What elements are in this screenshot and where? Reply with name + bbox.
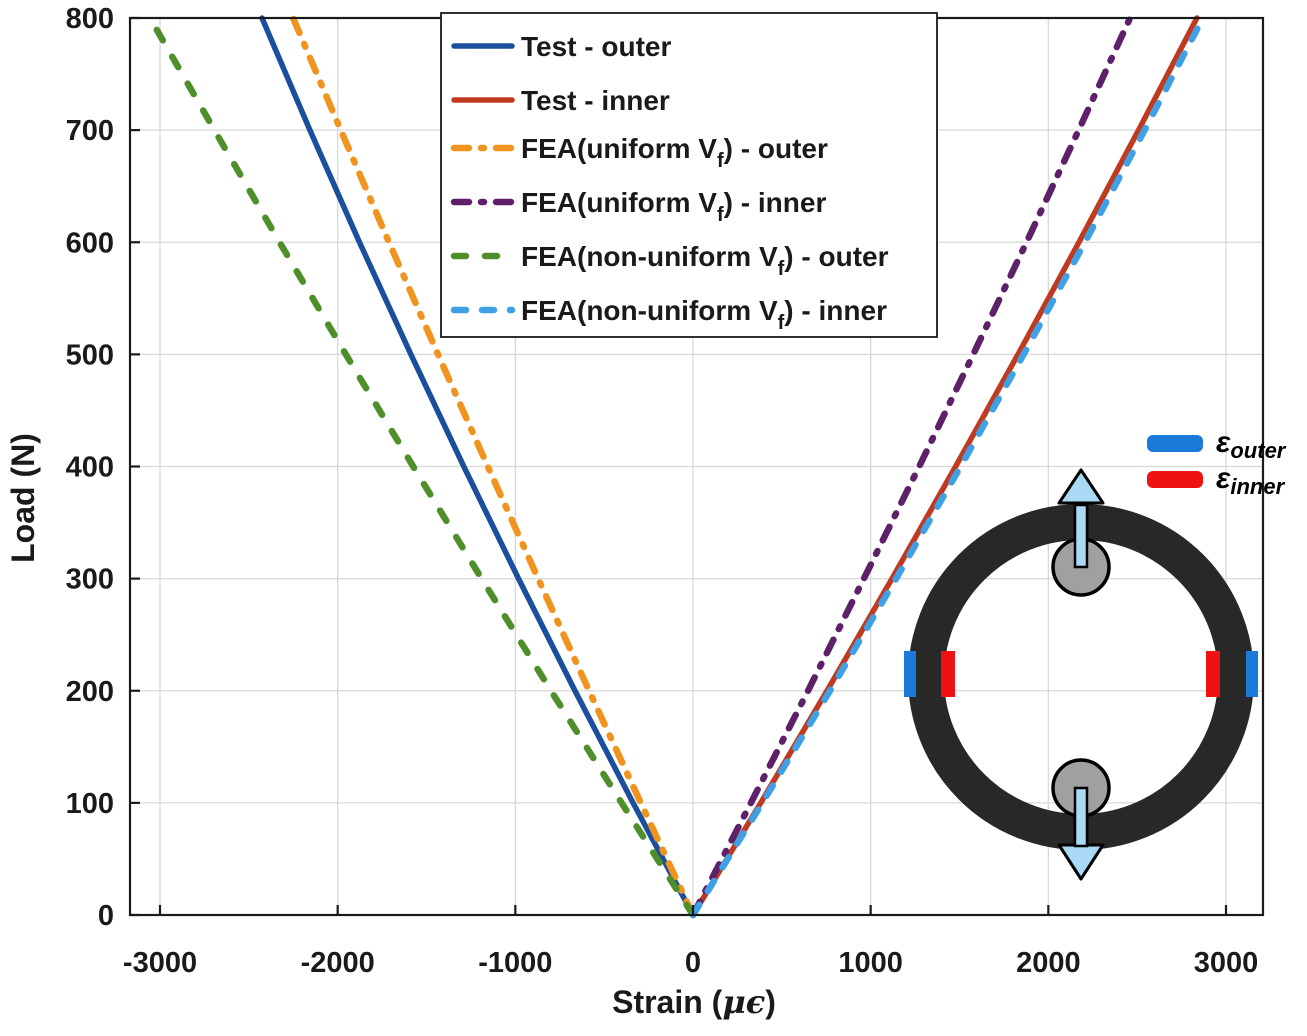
- x-tick-label: 3000: [1194, 947, 1259, 979]
- y-tick-label: 200: [66, 676, 114, 708]
- y-tick-label: 600: [66, 227, 114, 259]
- series-line-test-outer: [259, 15, 696, 918]
- top-load-arrow-shaft-overlay: [1073, 503, 1089, 569]
- legend-label-part: f: [778, 312, 785, 334]
- x-axis-label: Strain (μϵ): [612, 983, 776, 1021]
- y-axis-label: Load (N): [5, 433, 41, 563]
- legend-label-part: ) - outer: [784, 241, 888, 272]
- legend-label-part: Test - outer: [521, 31, 671, 62]
- tick-labels: -3000 -2000 -1000 0 1000 2000 3000 0 100 200 300 40…: [66, 3, 1259, 979]
- inset-legend-label: εinner: [1216, 462, 1286, 499]
- legend-label: FEA(non-uniform Vf) - inner: [521, 295, 887, 334]
- x-axis-label-part: Strain (: [612, 984, 723, 1020]
- y-tick-label: 0: [98, 900, 114, 932]
- gauge-right-inner: [1206, 651, 1220, 697]
- legend-label-part: Test - inner: [521, 85, 670, 116]
- inset-legend-label-part: inner: [1230, 474, 1285, 499]
- x-tick-label: -3000: [123, 947, 197, 979]
- legend-label: FEA(uniform Vf) - inner: [521, 187, 826, 226]
- x-axis-label-part: μϵ: [722, 983, 765, 1021]
- gauge-right-outer: [1246, 651, 1258, 697]
- x-axis-label-part: ): [765, 984, 776, 1020]
- legend-label-part: FEA(non-uniform V: [521, 241, 778, 272]
- legend-label-part: FEA(uniform V: [521, 187, 717, 218]
- legend-box: [440, 12, 938, 338]
- x-tick-label: -1000: [478, 947, 552, 979]
- bottom-load-arrow-shaft-overlay: [1073, 786, 1089, 848]
- bottom-load-arrow-head: [1057, 843, 1105, 881]
- series-line-fea-uniform-vf-inner: [689, 14, 1134, 919]
- series-line-fea-uniform-vf-outer: [289, 14, 697, 919]
- top-load-arrow-head: [1057, 468, 1105, 505]
- y-tick-label: 100: [66, 788, 114, 820]
- x-tick-label: 2000: [1016, 947, 1081, 979]
- series-line-fea-non-uniform-vf-inner: [689, 14, 1207, 919]
- inset-legend-swatch: [1147, 471, 1203, 488]
- axis-ticks: [130, 16, 1228, 917]
- legend-label-part: ) - outer: [724, 133, 828, 164]
- x-tick-label: -2000: [301, 947, 375, 979]
- inset-legend-label-part: ε: [1216, 462, 1231, 495]
- gauge-left-inner: [941, 651, 955, 697]
- legend-label-part: FEA(uniform V: [521, 133, 717, 164]
- y-tick-label: 700: [66, 115, 114, 147]
- legend-label: Test - inner: [521, 85, 670, 116]
- legend-label-part: f: [717, 150, 724, 172]
- legend-label-part: ) - inner: [724, 187, 827, 218]
- legend-label: FEA(uniform Vf) - outer: [521, 133, 828, 172]
- x-tick-label: 0: [685, 947, 701, 979]
- y-tick-label: 300: [66, 564, 114, 596]
- inset-legend-label-part: outer: [1230, 438, 1286, 463]
- series-line-fea-non-uniform-vf-outer: [146, 14, 697, 919]
- y-tick-label: 400: [66, 452, 114, 484]
- gauge-left-outer: [904, 651, 916, 697]
- legend-label-part: f: [778, 258, 785, 280]
- data-series: [146, 14, 1207, 919]
- y-tick-label: 500: [66, 339, 114, 371]
- legend-label-part: f: [717, 204, 724, 226]
- legend-label: FEA(non-uniform Vf) - outer: [521, 241, 889, 280]
- inset-legend-label: εouter: [1216, 426, 1287, 463]
- x-tick-label: 1000: [838, 947, 903, 979]
- inset-legend-swatch: [1147, 435, 1203, 452]
- inset-legend-label-part: ε: [1216, 426, 1231, 459]
- legend-label-part: ) - inner: [784, 295, 887, 326]
- legend-label-part: FEA(non-uniform V: [521, 295, 778, 326]
- y-tick-label: 800: [66, 3, 114, 35]
- legend-label: Test - outer: [521, 31, 671, 62]
